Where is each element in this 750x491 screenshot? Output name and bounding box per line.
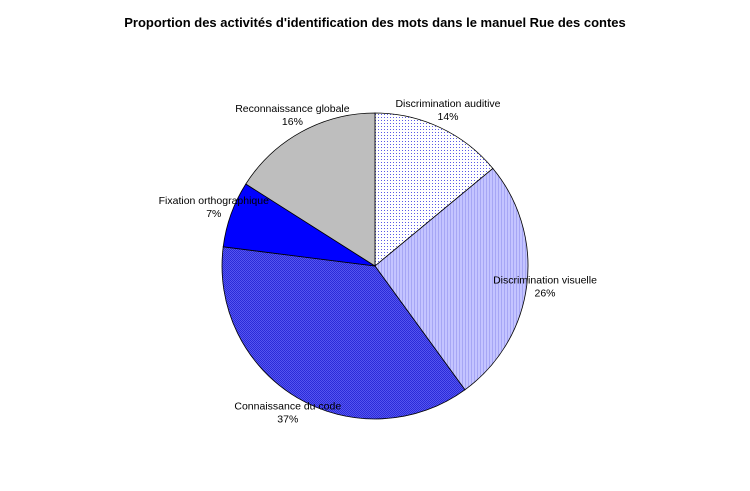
slice-label-connaissance-du-code: Connaissance du code <box>234 401 341 413</box>
pie-slice-connaissance-du-code <box>221 246 466 420</box>
slice-label-reconnaissance-globale: Reconnaissance globale <box>235 103 350 115</box>
chart-title: Proportion des activités d'identificatio… <box>124 15 626 30</box>
pie-slice-discrimination-auditive <box>374 112 494 267</box>
pie-slice-discrimination-visuelle <box>374 167 529 391</box>
slice-percent-discrimination-auditive: 14% <box>437 111 458 123</box>
slice-label-fixation-orthographique: Fixation orthographique <box>159 195 269 207</box>
slice-percent-reconnaissance-globale: 16% <box>282 116 303 128</box>
slice-label-discrimination-visuelle: Discrimination visuelle <box>493 275 597 287</box>
slice-percent-fixation-orthographique: 7% <box>206 208 221 220</box>
pie-slices <box>221 112 529 420</box>
pie-slice-reconnaissance-globale <box>245 112 376 267</box>
slice-percent-connaissance-du-code: 37% <box>277 414 298 426</box>
slice-label-discrimination-auditive: Discrimination auditive <box>395 98 500 110</box>
slice-percent-discrimination-visuelle: 26% <box>534 288 555 300</box>
